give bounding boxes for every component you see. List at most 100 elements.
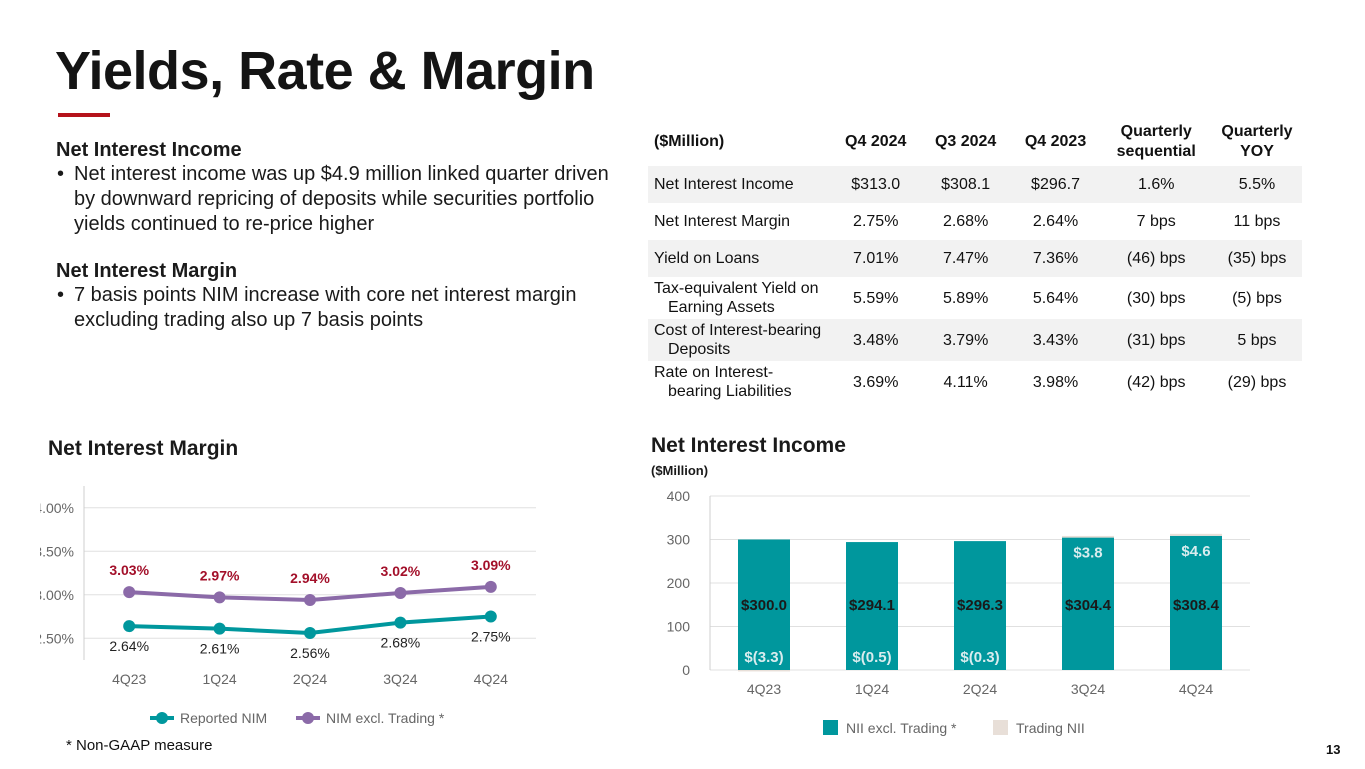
nim-chart-title: Net Interest Margin [48, 437, 239, 460]
bar-nii-excl-trading [738, 539, 790, 670]
row-label: Tax-equivalent Yield on Earning Assets [654, 280, 819, 316]
bar-nii-excl-trading [1170, 535, 1222, 670]
bar-trading-nii [1062, 535, 1114, 538]
commentary: Net Interest Income Net interest income … [56, 138, 616, 333]
data-label: 3.02% [381, 563, 421, 579]
bar-value-label: $300.0 [741, 597, 787, 614]
cell-q4-2023: $296.7 [1010, 166, 1101, 203]
legend-marker [156, 712, 168, 724]
data-point [123, 620, 136, 633]
cell-q3-2024: 2.68% [942, 213, 989, 230]
cell-q3-2024: 7.47% [920, 240, 1011, 277]
cell-yoy: 5 bps [1211, 319, 1302, 361]
cell-sequential: (42) bps [1126, 373, 1186, 391]
cell-q4-2023: 3.98% [1032, 373, 1079, 391]
legend-label: Reported NIM [180, 710, 267, 726]
row-label: Rate on Interest-bearing Liabilities [654, 364, 792, 400]
bar-trading-nii [738, 670, 790, 672]
cell-q4-2024: 3.48% [830, 319, 921, 361]
data-point [213, 591, 226, 604]
table-row: Yield on Loans 7.01% 7.47% 7.36% (46) bp… [648, 240, 1302, 277]
nii-bullet: Net interest income was up $4.9 million … [56, 162, 616, 237]
legend-marker [302, 712, 314, 724]
cell-q4-2024: 7.01% [830, 240, 921, 277]
cell-q3-2024: 3.79% [920, 319, 1011, 361]
data-label: 2.94% [290, 570, 330, 586]
table-row: Tax-equivalent Yield on Earning Assets 5.… [648, 277, 1302, 319]
data-point [213, 622, 226, 635]
table-row: Cost of Interest-bearing Deposits 3.48% 3… [648, 319, 1302, 361]
bar-value-label: $308.4 [1173, 597, 1220, 614]
x-tick-label: 2Q24 [293, 671, 327, 687]
header-quarterly-sequential: Quarterly sequential [1116, 123, 1196, 160]
x-tick-label: 4Q23 [112, 671, 146, 687]
header-q3-2024: Q3 2024 [934, 133, 997, 150]
cell-sequential: 7 bps [1136, 213, 1176, 230]
data-point [484, 610, 497, 623]
x-tick-label: 2Q24 [963, 681, 997, 697]
y-tick-label: 3.50% [40, 543, 74, 559]
nii-chart-subtitle: ($Million) [651, 463, 709, 478]
cell-sequential: 1.6% [1100, 166, 1212, 203]
cell-sequential: (46) bps [1100, 240, 1212, 277]
bar-value-label: $296.3 [957, 597, 1003, 614]
data-label: 2.97% [200, 567, 240, 583]
nii-bar-chart: 0 100 200 300 400 $300.0 $(3.3) 4Q23 $294.1 $(0.5… [667, 488, 1250, 736]
data-point [394, 587, 407, 600]
cell-yoy: 11 bps [1233, 213, 1281, 230]
data-point [123, 586, 136, 599]
table-header-row: ($Million) Q4 2024 Q3 2024 Q4 2023 Quart… [648, 118, 1302, 166]
data-point [394, 616, 407, 629]
bar-trading-nii [1170, 533, 1222, 536]
bar-value-label: $304.4 [1065, 597, 1112, 614]
nim-line-chart: 2.50% 3.00% 3.50% 4.00% 4Q23 1Q24 2Q24 3Q24 4Q24… [40, 486, 536, 726]
trading-value-label: $(3.3) [744, 649, 783, 666]
cell-q4-2024: $313.0 [830, 166, 921, 203]
title-accent-bar [58, 113, 110, 117]
cell-q4-2023: 7.36% [1010, 240, 1101, 277]
trading-value-label: $(0.3) [960, 649, 999, 666]
data-label: 2.75% [471, 629, 511, 645]
nii-chart-title: Net Interest Income [651, 434, 846, 457]
y-tick-label: 300 [667, 532, 691, 548]
page-number: 13 [1326, 742, 1341, 757]
cell-q4-2024: 3.69% [853, 373, 899, 391]
table-row: Net Interest Margin 2.75% 2.68% 2.64% 7 … [648, 203, 1302, 240]
legend-label: NII excl. Trading * [846, 720, 957, 736]
cell-yoy: (5) bps [1232, 289, 1282, 307]
page-title: Yields, Rate & Margin [55, 41, 595, 101]
row-label: Net Interest Income [648, 166, 831, 203]
cell-q3-2024: 5.89% [942, 289, 989, 307]
x-tick-label: 4Q24 [1179, 681, 1213, 697]
bar-nii-excl-trading [954, 541, 1006, 670]
header-units: ($Million) [654, 133, 725, 150]
cell-yoy: (29) bps [1227, 373, 1287, 391]
data-label: 2.68% [381, 635, 421, 651]
bar-value-label: $294.1 [849, 597, 895, 614]
metrics-table: ($Million) Q4 2024 Q3 2024 Q4 2023 Quart… [648, 118, 1302, 403]
row-label: Net Interest Margin [654, 213, 791, 230]
data-point [304, 593, 316, 606]
cell-q3-2024: 4.11% [943, 373, 988, 391]
cell-q4-2023: 5.64% [1032, 289, 1079, 307]
trading-value-label: $(0.5) [852, 649, 891, 666]
x-tick-label: 1Q24 [202, 671, 236, 687]
x-tick-label: 4Q23 [747, 681, 781, 697]
cell-sequential: (30) bps [1126, 289, 1186, 307]
y-tick-label: 200 [667, 575, 691, 591]
data-point [484, 580, 497, 593]
cell-yoy: 5.5% [1211, 166, 1302, 203]
data-point [304, 627, 316, 640]
y-tick-label: 100 [667, 619, 691, 635]
nii-heading: Net Interest Income [56, 139, 242, 161]
header-q4-2023: Q4 2023 [1024, 133, 1087, 150]
data-label: 3.09% [471, 557, 511, 573]
y-tick-label: 400 [667, 488, 691, 504]
header-quarterly-yoy: Quarterly YOY [1221, 123, 1293, 160]
legend-label: Trading NII [1016, 720, 1085, 736]
cell-q4-2024: 2.75% [853, 213, 899, 230]
legend-swatch [823, 720, 838, 735]
cell-q3-2024: $308.1 [920, 166, 1011, 203]
cell-q4-2023: 2.64% [1032, 213, 1079, 230]
data-label: 3.03% [109, 562, 149, 578]
